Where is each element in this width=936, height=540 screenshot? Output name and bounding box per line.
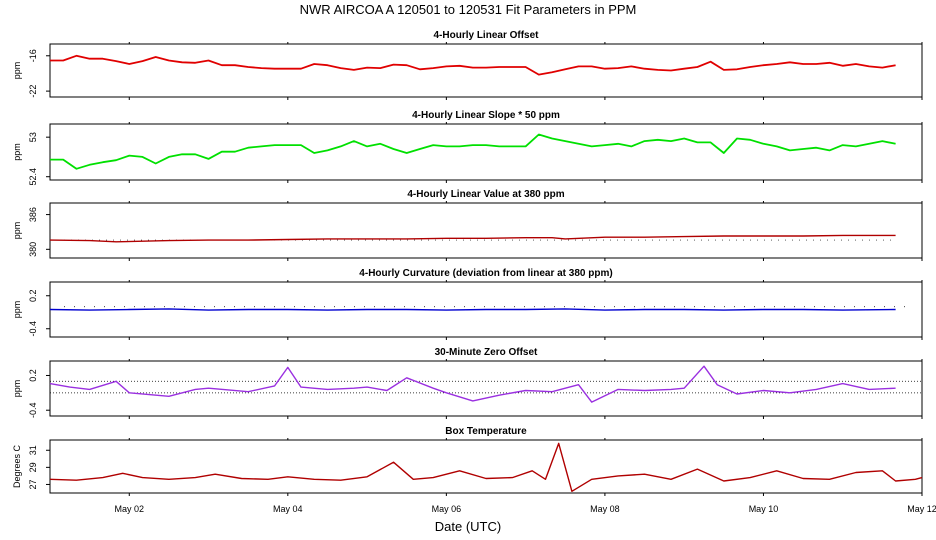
- x-axis-label: Date (UTC): [435, 519, 501, 534]
- y-tick-label: 0.2: [28, 369, 38, 382]
- y-tick-label: 386: [28, 207, 38, 222]
- panel-2: 4-Hourly Linear Slope * 50 ppm ppm 53 52.4: [12, 110, 923, 186]
- x-tick-label: May 12: [907, 504, 936, 514]
- panel-title: 4-Hourly Linear Slope * 50 ppm: [412, 110, 560, 121]
- y-tick-label: 31: [28, 445, 38, 455]
- panel-5: 30-Minute Zero Offset ppm 0.2 -0.4: [12, 347, 923, 419]
- y-tick-label: -0.4: [28, 402, 38, 418]
- y-axis-label: ppm: [12, 62, 22, 80]
- x-tick-label: May 10: [749, 504, 779, 514]
- y-tick-label: 380: [28, 242, 38, 257]
- series-line: [49, 308, 896, 311]
- panel-frame: [49, 123, 923, 181]
- y-tick-label: -22: [28, 85, 38, 98]
- y-tick-label: 27: [28, 479, 38, 489]
- y-axis-label: Degrees C: [12, 444, 22, 488]
- y-tick-label: -16: [28, 49, 38, 62]
- y-tick-label: 29: [28, 462, 38, 472]
- panel-4: 4-Hourly Curvature (deviation from linea…: [12, 268, 923, 340]
- x-tick-label: May 02: [115, 504, 145, 514]
- y-tick-label: 52.4: [28, 168, 38, 186]
- panel-title: Box Temperature: [445, 426, 527, 437]
- series-line: [49, 442, 923, 492]
- x-tick-label: May 06: [432, 504, 462, 514]
- panel-1: 4-Hourly Linear Offset ppm -16 -22: [12, 30, 923, 100]
- y-tick-label: 0.2: [28, 289, 38, 302]
- panel-frame: [49, 202, 923, 259]
- chart-title: NWR AIRCOA A 120501 to 120531 Fit Parame…: [300, 2, 637, 17]
- series-line: [50, 54, 896, 76]
- y-axis-label: ppm: [12, 143, 22, 161]
- panel-title: 4-Hourly Linear Value at 380 ppm: [407, 189, 564, 200]
- y-tick-label: -0.4: [28, 321, 38, 337]
- panel-title: 4-Hourly Linear Offset: [433, 30, 539, 41]
- y-axis-label: ppm: [12, 222, 22, 240]
- series-line: [49, 234, 896, 243]
- y-axis-label: ppm: [12, 301, 22, 319]
- y-tick-label: 53: [28, 132, 38, 142]
- panel-frame: [49, 439, 923, 494]
- panel-title: 4-Hourly Curvature (deviation from linea…: [359, 268, 612, 279]
- panel-frame: [49, 360, 923, 417]
- panels-group: 4-Hourly Linear Offsetppm-16-224-Hourly …: [12, 30, 936, 514]
- panel-3: 4-Hourly Linear Value at 380 ppm ppm 386 38…: [12, 189, 923, 261]
- y-axis-label: ppm: [12, 380, 22, 398]
- x-tick-label: May 04: [273, 504, 303, 514]
- x-tick-label: May 08: [590, 504, 620, 514]
- series-line: [49, 365, 896, 403]
- series-line: [50, 133, 896, 170]
- panel-title: 30-Minute Zero Offset: [435, 347, 538, 358]
- panel-frame: [49, 43, 923, 98]
- panel-6: Box Temperature Degrees C 31 29 27: [12, 426, 923, 496]
